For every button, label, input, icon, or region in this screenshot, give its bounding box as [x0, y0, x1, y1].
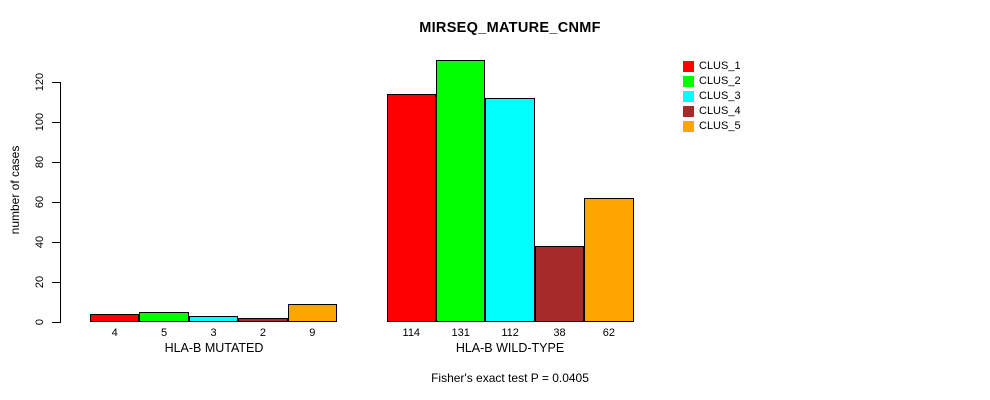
bar-value-label: 3: [210, 327, 217, 339]
legend-item-clus_3: CLUS_3: [683, 89, 741, 104]
bar-clus_4-hla-b-wild-type: [534, 246, 585, 322]
y-tick-label: 60: [34, 195, 46, 209]
legend-swatch-icon: [683, 121, 694, 132]
y-tick-label: 100: [34, 112, 46, 132]
bar-clus_2-hla-b-wild-type: [436, 60, 486, 322]
y-tick-label: 20: [34, 275, 46, 289]
bar-clus_4-hla-b-mutated: [238, 318, 288, 322]
bar-value-label: 114: [402, 327, 421, 339]
legend-swatch-icon: [683, 61, 694, 72]
bar-value-label: 38: [553, 327, 566, 339]
bar-clus_1-hla-b-mutated: [90, 314, 140, 322]
bar-value-label: 2: [259, 327, 266, 339]
legend-label: CLUS_1: [699, 60, 741, 72]
footnote: Fisher's exact test P = 0.0405: [431, 371, 589, 385]
legend-item-clus_5: CLUS_5: [683, 119, 741, 134]
legend-swatch-icon: [683, 76, 694, 87]
y-tick-label: 0: [34, 318, 46, 326]
chart-title: MIRSEQ_MATURE_CNMF: [419, 20, 601, 36]
category-label-hla-b-mutated: HLA-B MUTATED: [164, 341, 264, 355]
y-tick-label: 120: [34, 72, 46, 92]
legend-label: CLUS_4: [699, 105, 741, 117]
bar-value-label: 62: [602, 327, 616, 339]
legend-label: CLUS_3: [699, 90, 741, 102]
bar-clus_3-hla-b-wild-type: [485, 98, 535, 322]
y-tick: [52, 282, 60, 283]
legend-label: CLUS_2: [699, 75, 741, 87]
bar-clus_5-hla-b-wild-type: [584, 198, 634, 322]
bar-value-label: 4: [111, 327, 118, 339]
bar-value-label: 9: [309, 327, 316, 339]
bar-value-label: 131: [451, 327, 470, 339]
bar-clus_1-hla-b-wild-type: [386, 94, 436, 322]
legend-swatch-icon: [683, 91, 694, 102]
y-tick: [52, 322, 60, 323]
y-tick-label: 80: [34, 155, 46, 169]
legend: CLUS_1 CLUS_2 CLUS_3 CLUS_4 CLUS_5: [683, 59, 741, 134]
y-axis: [60, 82, 61, 323]
category-label-hla-b-wild-type: HLA-B WILD-TYPE: [455, 341, 565, 355]
bar-value-label: 112: [501, 327, 519, 339]
legend-item-clus_4: CLUS_4: [683, 104, 741, 119]
y-tick: [52, 82, 60, 83]
bar-clus_2-hla-b-mutated: [139, 312, 189, 322]
y-tick: [52, 202, 60, 203]
y-axis-label: number of cases: [8, 145, 22, 235]
legend-item-clus_1: CLUS_1: [683, 59, 741, 74]
bar-value-label: 5: [161, 327, 168, 339]
y-tick-label: 40: [34, 235, 46, 249]
legend-label: CLUS_5: [699, 120, 741, 132]
bar-clus_5-hla-b-mutated: [287, 304, 337, 322]
legend-item-clus_2: CLUS_2: [683, 74, 741, 89]
y-tick: [52, 242, 60, 243]
legend-swatch-icon: [683, 106, 694, 117]
y-tick: [52, 122, 60, 123]
y-tick: [52, 162, 60, 163]
bar-clus_3-hla-b-mutated: [188, 316, 239, 322]
